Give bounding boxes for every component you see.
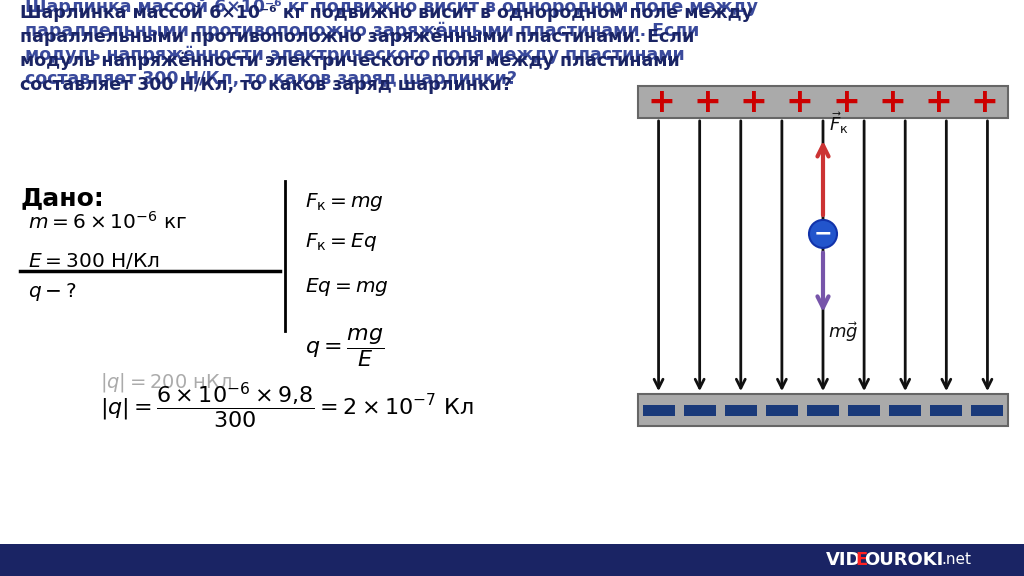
Text: +: + xyxy=(739,85,768,119)
Bar xyxy=(638,86,1008,118)
Text: $F_{\mathrm{к}} = mg$: $F_{\mathrm{к}} = mg$ xyxy=(305,191,384,213)
Text: .net: .net xyxy=(941,552,971,567)
Text: +: + xyxy=(693,85,721,119)
Text: параллельными противоположно заряжёнными пластинами. Если: параллельными противоположно заряжёнными… xyxy=(25,22,699,40)
Text: модуль напряжённости электрического поля между пластинами: модуль напряжённости электрического поля… xyxy=(20,52,680,70)
Text: параллельными противоположно заряжёнными пластинами. Если: параллельными противоположно заряжёнными… xyxy=(20,28,694,46)
Text: $q - ?$: $q - ?$ xyxy=(28,281,77,303)
Bar xyxy=(931,405,963,416)
Text: +: + xyxy=(879,85,906,119)
Bar xyxy=(766,405,798,416)
Text: $F_{\mathrm{к}} = Eq$: $F_{\mathrm{к}} = Eq$ xyxy=(305,231,377,253)
Text: составляет 300 Н/Кл, то каков заряд шарлинки?: составляет 300 Н/Кл, то каков заряд шарл… xyxy=(20,76,512,94)
Text: составляет 300 Н/Кл, то каков заряд шарлинки?: составляет 300 Н/Кл, то каков заряд шарл… xyxy=(25,70,517,88)
Text: E: E xyxy=(855,551,867,569)
Text: $m = 6 \times 10^{-6}$ кг: $m = 6 \times 10^{-6}$ кг xyxy=(28,211,187,233)
Bar xyxy=(848,405,880,416)
Text: $q = \dfrac{mg}{E}$: $q = \dfrac{mg}{E}$ xyxy=(305,326,384,369)
Text: $|q| = \dfrac{6 \times 10^{-6} \times 9{,}8}{300} = 2 \times 10^{-7}$ Кл: $|q| = \dfrac{6 \times 10^{-6} \times 9{… xyxy=(100,381,473,431)
Text: Шарлинка массой 6×10⁻⁶ кг подвижно висит в однородном поле между: Шарлинка массой 6×10⁻⁶ кг подвижно висит… xyxy=(25,0,758,16)
Bar xyxy=(0,544,1024,576)
Text: OUROKI: OUROKI xyxy=(864,551,943,569)
Bar xyxy=(725,405,757,416)
Bar xyxy=(807,405,839,416)
Text: +: + xyxy=(833,85,860,119)
Circle shape xyxy=(809,220,837,248)
Text: $\vec{F}_{\mathrm{к}}$: $\vec{F}_{\mathrm{к}}$ xyxy=(829,110,849,136)
Text: +: + xyxy=(647,85,675,119)
Text: $E = 300$ Н/Кл: $E = 300$ Н/Кл xyxy=(28,251,160,271)
Text: +: + xyxy=(786,85,814,119)
Text: VID: VID xyxy=(826,551,861,569)
Text: Дано:: Дано: xyxy=(20,186,103,210)
Bar xyxy=(638,394,1008,426)
Text: модуль напряжённости электрического поля между пластинами: модуль напряжённости электрического поля… xyxy=(25,46,685,65)
Bar xyxy=(684,405,716,416)
Bar xyxy=(642,405,675,416)
Text: Шарлинка массой 6×10⁻⁶ кг подвижно висит в однородном поле между: Шарлинка массой 6×10⁻⁶ кг подвижно висит… xyxy=(20,4,753,22)
Text: $Eq = mg$: $Eq = mg$ xyxy=(305,276,389,298)
Text: −: − xyxy=(814,224,833,244)
Text: +: + xyxy=(971,85,998,119)
Text: $m\vec{g}$: $m\vec{g}$ xyxy=(828,320,858,344)
Bar xyxy=(889,405,922,416)
Text: $|q| = 200$ нКл: $|q| = 200$ нКл xyxy=(100,371,232,394)
Text: +: + xyxy=(925,85,952,119)
Bar xyxy=(972,405,1004,416)
